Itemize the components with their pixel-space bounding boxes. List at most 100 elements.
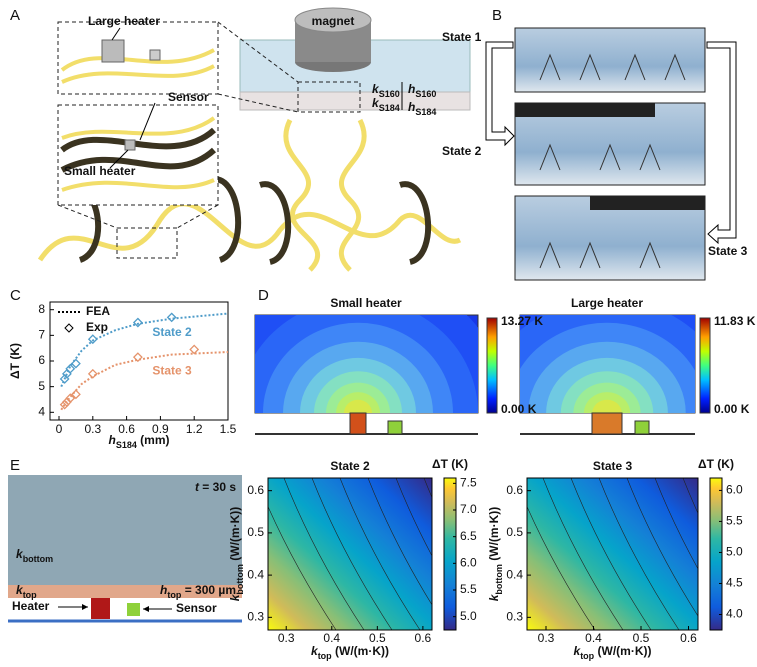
contour-line	[339, 478, 421, 630]
exp-point	[70, 358, 81, 369]
contour-line	[682, 478, 698, 514]
x-axis-label: ktop (W/(m·K))	[311, 644, 389, 661]
x-tick-label: 0.5	[633, 631, 650, 645]
x-tick-label: 0	[56, 422, 63, 436]
colorbar	[709, 477, 723, 631]
small-heater-label: Small heater	[64, 164, 136, 178]
label-rest: (W/(m·K))	[487, 507, 501, 564]
exp-point	[65, 363, 76, 374]
y-axis-label: kbottom (W/(m·K))	[228, 507, 245, 602]
helix	[283, 118, 367, 272]
s160-h-label: hS160	[408, 82, 436, 99]
label-sub: bottom	[235, 564, 245, 595]
label-rest: = 30 s	[199, 480, 236, 494]
zoom-box-small	[116, 227, 178, 259]
exp-point	[189, 344, 200, 355]
panel-b-art	[485, 27, 737, 281]
arrow-1-3	[706, 41, 737, 245]
colorbar-max: 11.83 K	[714, 314, 756, 328]
exp-point	[87, 368, 98, 379]
heater-block	[91, 598, 110, 619]
large-heater-block	[101, 39, 125, 63]
label-main: k	[311, 644, 319, 658]
label-main: k	[16, 547, 24, 561]
label-main: k	[228, 593, 242, 601]
x-axis-label: ktop (W/(m·K))	[574, 644, 652, 661]
exp-point	[132, 352, 143, 363]
x-tick-label: 0.4	[323, 631, 340, 645]
label-main: k	[487, 593, 501, 601]
label-rest: (W/(m·K))	[228, 507, 242, 564]
y-tick-label: 0.6	[247, 483, 264, 497]
panel-label: C	[10, 287, 21, 304]
y-tick-label: 0.3	[247, 610, 264, 624]
map-title: Large heater	[571, 296, 643, 310]
colorbar-tick-label: 6.0	[726, 483, 743, 497]
exp-point	[59, 399, 70, 410]
exp-point	[70, 389, 81, 400]
contour-fill	[527, 478, 698, 630]
sensor-label: Sensor	[168, 90, 209, 104]
label-main: h	[108, 433, 115, 447]
sensor-block	[127, 603, 140, 616]
y-tick-label: 0.4	[506, 567, 523, 581]
label-sub: S184	[415, 107, 436, 117]
colorbar-tick-label: 5.5	[460, 582, 477, 596]
colorbar-label: ΔT (K)	[432, 457, 468, 471]
legend-marker	[64, 323, 74, 333]
colorbar-tick-label: 4.5	[726, 576, 743, 590]
x-tick-label: 0.3	[278, 631, 295, 645]
contour-line	[283, 478, 365, 630]
chart-title: State 2	[330, 459, 370, 473]
exp-point	[87, 334, 98, 345]
panel-d-art	[254, 314, 711, 435]
contour-line	[367, 478, 432, 606]
colorbar-label: ΔT (K)	[698, 457, 734, 471]
sensor-label: Sensor	[176, 601, 217, 615]
panel-label: B	[492, 7, 502, 24]
y-axis-label: kbottom (W/(m·K))	[487, 507, 504, 602]
label-sub: top	[580, 651, 594, 661]
label-main: h	[160, 583, 167, 597]
label-main: t	[195, 480, 200, 494]
panel-e-art	[8, 475, 242, 623]
x-tick-label: 0.3	[84, 422, 101, 436]
label-sub: S184	[379, 103, 400, 113]
contour-line	[654, 478, 698, 570]
state-label: State 3	[708, 244, 748, 258]
label-rest: = 300 µm	[181, 583, 236, 597]
panel-label: D	[258, 287, 269, 304]
legend-label: Exp	[86, 320, 108, 334]
label-rest: (W/(m·K))	[332, 644, 389, 658]
heat-band	[344, 399, 372, 413]
y-tick-label: 0.5	[506, 525, 523, 539]
y-tick-label: 0.6	[506, 483, 523, 497]
colorbar-tick-label: 6.0	[460, 556, 477, 570]
colorbar-tick-label: 6.5	[460, 529, 477, 543]
state-label: State 2	[442, 144, 482, 158]
x-tick-label: 0.6	[680, 631, 697, 645]
colorbar-large	[699, 317, 711, 414]
plot-frame	[526, 477, 699, 631]
series-label: State 2	[152, 325, 192, 339]
top-layer	[8, 585, 242, 598]
chart-title: State 3	[593, 459, 633, 473]
label-rest: (mm)	[137, 433, 170, 447]
series-label: State 3	[152, 363, 192, 377]
contour-line	[395, 478, 432, 557]
label-sub: top	[23, 590, 37, 600]
magnet-label: magnet	[312, 14, 355, 28]
x-tick-label: 1.5	[220, 422, 237, 436]
label-sub: S184	[116, 440, 137, 450]
contour-fill	[268, 478, 432, 630]
fea-line	[60, 351, 229, 411]
legend-label: FEA	[86, 304, 110, 318]
panel-label: A	[10, 7, 20, 24]
x-tick-label: 0.9	[152, 422, 169, 436]
y-tick-label: 0.4	[247, 567, 264, 581]
label-sub: S160	[415, 89, 436, 99]
coils	[69, 176, 432, 265]
k-top-label: ktop	[16, 583, 37, 600]
large-heater-label: Large heater	[88, 14, 160, 28]
contour-line	[626, 478, 698, 617]
